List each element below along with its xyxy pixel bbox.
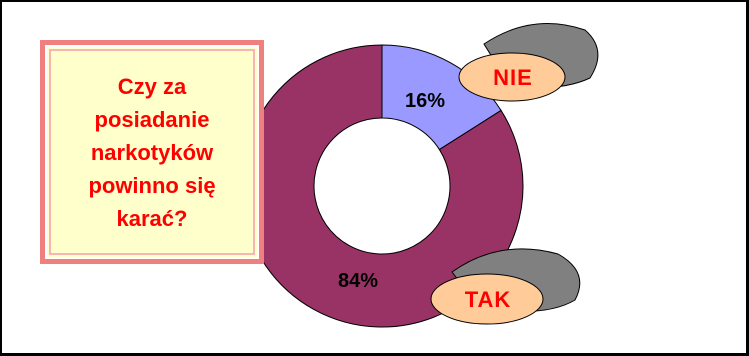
data-label-nie: 16% [405, 90, 445, 112]
chart-title: Czy za posiadanie narkotyków powinno się… [88, 73, 216, 231]
data-label-tak: 84% [338, 270, 378, 292]
bubble-body [430, 273, 544, 325]
donut-slice-nie [381, 44, 502, 151]
donut-slices [240, 44, 524, 328]
chart-title-box: Czy za posiadanie narkotyków powinno się… [40, 40, 264, 264]
chart-title-panel: Czy za posiadanie narkotyków powinno się… [45, 45, 259, 259]
category-bubble-nie: NIE [458, 23, 599, 102]
category-label-tak: TAK [465, 287, 512, 312]
category-label-nie: NIE [493, 65, 533, 90]
bubble-body [458, 52, 566, 102]
slice-labels: 16% 84% [338, 90, 445, 292]
category-bubble-tak: TAK [430, 248, 581, 325]
